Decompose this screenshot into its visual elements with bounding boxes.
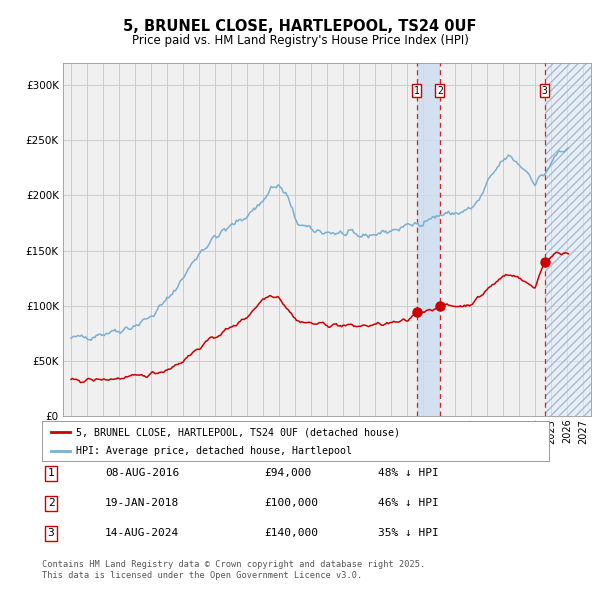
Text: 5, BRUNEL CLOSE, HARTLEPOOL, TS24 0UF (detached house): 5, BRUNEL CLOSE, HARTLEPOOL, TS24 0UF (d… <box>76 427 400 437</box>
Text: 5, BRUNEL CLOSE, HARTLEPOOL, TS24 0UF: 5, BRUNEL CLOSE, HARTLEPOOL, TS24 0UF <box>123 19 477 34</box>
Bar <box>545 63 591 416</box>
Text: £140,000: £140,000 <box>264 529 318 538</box>
Text: Price paid vs. HM Land Registry's House Price Index (HPI): Price paid vs. HM Land Registry's House … <box>131 34 469 47</box>
Bar <box>545 63 591 416</box>
Text: This data is licensed under the Open Government Licence v3.0.: This data is licensed under the Open Gov… <box>42 571 362 580</box>
Text: £100,000: £100,000 <box>264 499 318 508</box>
Text: 48% ↓ HPI: 48% ↓ HPI <box>378 468 439 478</box>
Text: £94,000: £94,000 <box>264 468 311 478</box>
Text: 46% ↓ HPI: 46% ↓ HPI <box>378 499 439 508</box>
Text: 2: 2 <box>47 499 55 508</box>
Text: 2: 2 <box>437 86 443 96</box>
Text: 35% ↓ HPI: 35% ↓ HPI <box>378 529 439 538</box>
Text: 14-AUG-2024: 14-AUG-2024 <box>105 529 179 538</box>
Text: HPI: Average price, detached house, Hartlepool: HPI: Average price, detached house, Hart… <box>76 447 352 456</box>
Text: Contains HM Land Registry data © Crown copyright and database right 2025.: Contains HM Land Registry data © Crown c… <box>42 559 425 569</box>
Text: 08-AUG-2016: 08-AUG-2016 <box>105 468 179 478</box>
Text: 1: 1 <box>413 86 419 96</box>
Text: 3: 3 <box>542 86 548 96</box>
Bar <box>416 63 440 416</box>
Text: 3: 3 <box>47 529 55 538</box>
Text: 19-JAN-2018: 19-JAN-2018 <box>105 499 179 508</box>
Text: 1: 1 <box>47 468 55 478</box>
